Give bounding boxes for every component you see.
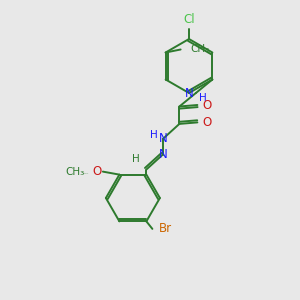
Text: CH₃: CH₃ [190, 44, 209, 55]
Text: Br: Br [159, 222, 172, 236]
Text: O: O [92, 165, 101, 178]
Text: N: N [185, 86, 194, 100]
Text: H: H [132, 154, 140, 164]
Text: N: N [158, 148, 167, 161]
Text: H: H [200, 93, 207, 103]
Text: Cl: Cl [183, 13, 195, 26]
Text: O: O [203, 116, 212, 129]
Text: methoxy: methoxy [83, 172, 89, 174]
Text: O: O [203, 98, 212, 112]
Text: CH₃: CH₃ [65, 167, 84, 177]
Text: H: H [150, 130, 158, 140]
Text: N: N [158, 132, 167, 146]
